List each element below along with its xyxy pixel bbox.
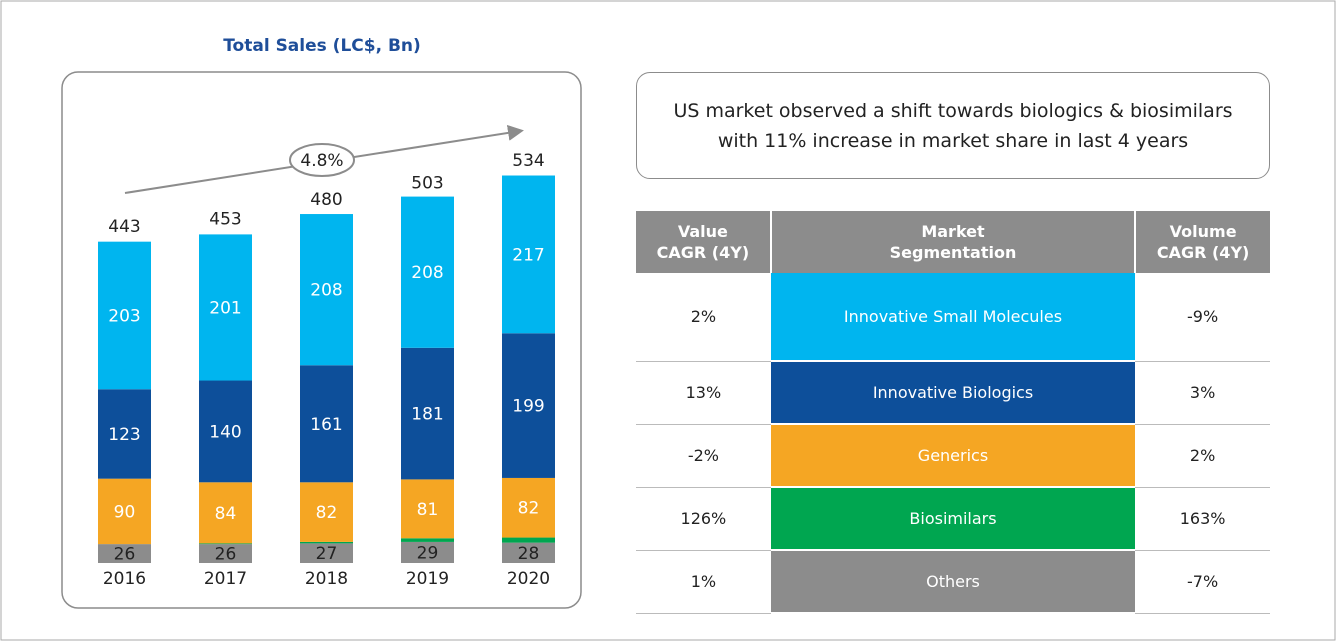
value-label: 140 bbox=[209, 422, 241, 442]
value-cagr: 1% bbox=[636, 550, 771, 614]
value-cagr: 2% bbox=[636, 273, 771, 362]
bar-segment bbox=[401, 541, 454, 563]
bar-segment bbox=[199, 234, 252, 381]
value-label: 208 bbox=[310, 281, 342, 301]
header-cell: Market Segmentation bbox=[769, 211, 1136, 273]
value-cagr: 126% bbox=[636, 487, 771, 551]
bar-segment bbox=[98, 478, 151, 545]
volume-cagr: 2% bbox=[1135, 424, 1270, 488]
bar-segment bbox=[401, 538, 454, 542]
bar-segment bbox=[300, 214, 353, 366]
bar-segment bbox=[300, 541, 353, 544]
x-tick-label: 2020 bbox=[507, 569, 550, 589]
bar-segment bbox=[98, 544, 151, 563]
bar-segment bbox=[401, 479, 454, 539]
value-label: 82 bbox=[316, 503, 338, 523]
bar-segment bbox=[401, 347, 454, 480]
bar-segment bbox=[300, 365, 353, 483]
table-row: 1% Others -7% bbox=[636, 550, 1270, 614]
bar-segment bbox=[502, 333, 555, 478]
callout-line: US market observed a shift towards biolo… bbox=[673, 99, 1233, 122]
cagr-ellipse bbox=[289, 143, 355, 177]
total-label: 453 bbox=[209, 210, 241, 230]
table-row: 13% Innovative Biologics 3% bbox=[636, 361, 1270, 425]
total-label: 443 bbox=[108, 217, 140, 237]
callout-line: with 11% increase in market share in las… bbox=[717, 129, 1189, 152]
value-cagr: -2% bbox=[636, 424, 771, 488]
chart-title: Total Sales (LC$, Bn) bbox=[223, 36, 421, 56]
value-cagr: 13% bbox=[636, 361, 771, 425]
bar-segment bbox=[502, 537, 555, 543]
value-label: 28 bbox=[518, 544, 540, 564]
value-label: 27 bbox=[316, 544, 338, 564]
volume-cagr: 163% bbox=[1135, 487, 1270, 551]
value-label: 90 bbox=[114, 502, 136, 522]
value-label: 208 bbox=[411, 263, 443, 283]
segment: Biosimilars bbox=[770, 487, 1136, 551]
segment: Innovative Small Molecules bbox=[770, 273, 1136, 362]
value-label: 29 bbox=[417, 543, 439, 563]
value-label: 201 bbox=[209, 298, 241, 318]
value-label: 82 bbox=[518, 499, 540, 519]
cagr-label: 4.8% bbox=[300, 151, 343, 171]
header-cell: Value CAGR (4Y) bbox=[636, 211, 771, 273]
x-tick-label: 2017 bbox=[204, 569, 247, 589]
value-label: 217 bbox=[512, 245, 544, 265]
bar-segment bbox=[300, 482, 353, 542]
x-tick-label: 2016 bbox=[103, 569, 146, 589]
x-tick-label: 2019 bbox=[406, 569, 449, 589]
header-line: CAGR (4Y) bbox=[656, 243, 750, 262]
bar-segment bbox=[98, 241, 151, 390]
bar-segment bbox=[502, 542, 555, 563]
value-label: 161 bbox=[310, 415, 342, 435]
value-label: 81 bbox=[417, 500, 439, 520]
bar-segment bbox=[199, 380, 252, 483]
header-line: Market bbox=[921, 222, 985, 241]
chart-box bbox=[61, 71, 582, 609]
bar-segment bbox=[199, 482, 252, 544]
bar-segment bbox=[502, 477, 555, 538]
callout: US market observed a shift towards biolo… bbox=[636, 72, 1270, 179]
value-label: 26 bbox=[215, 545, 237, 565]
value-label: 123 bbox=[108, 425, 140, 445]
value-label: 84 bbox=[215, 504, 237, 524]
header-line: Volume bbox=[1169, 222, 1237, 241]
table-row: 126% Biosimilars 163% bbox=[636, 487, 1270, 551]
volume-cagr: 3% bbox=[1135, 361, 1270, 425]
bar-segment bbox=[300, 543, 353, 563]
bar-segment bbox=[502, 175, 555, 334]
volume-cagr: -9% bbox=[1135, 273, 1270, 362]
segmentation-table: Value CAGR (4Y) Market Segmentation Volume CA… bbox=[636, 211, 1270, 614]
volume-cagr: -7% bbox=[1135, 550, 1270, 614]
bar-segment bbox=[199, 544, 252, 563]
header-line: Segmentation bbox=[889, 243, 1017, 262]
value-label: 203 bbox=[108, 306, 140, 326]
table-row: 2% Innovative Small Molecules -9% bbox=[636, 273, 1270, 362]
x-tick-label: 2018 bbox=[305, 569, 348, 589]
bar-segment bbox=[199, 543, 252, 545]
bar-segment bbox=[98, 389, 151, 479]
value-label: 199 bbox=[512, 397, 544, 417]
value-label: 181 bbox=[411, 405, 443, 425]
value-label: 26 bbox=[114, 545, 136, 565]
segment: Innovative Biologics bbox=[770, 361, 1136, 425]
total-label: 503 bbox=[411, 173, 443, 193]
table-row: -2% Generics 2% bbox=[636, 424, 1270, 488]
bar-segment bbox=[401, 196, 454, 348]
segment: Others bbox=[770, 550, 1136, 614]
total-label: 480 bbox=[310, 190, 342, 210]
segment: Generics bbox=[770, 424, 1136, 488]
total-label: 534 bbox=[512, 151, 544, 171]
header-line: Value bbox=[677, 222, 728, 241]
header-cell: Volume CAGR (4Y) bbox=[1134, 211, 1270, 273]
header-line: CAGR (4Y) bbox=[1156, 243, 1250, 262]
